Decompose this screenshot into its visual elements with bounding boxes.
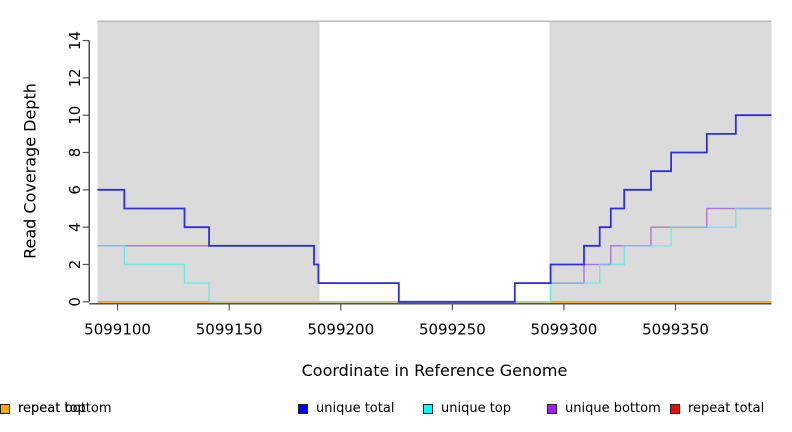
legend-label-unique-bottom: unique bottom xyxy=(565,401,661,416)
legend-swatch-unique-top xyxy=(423,403,433,414)
legend-label-repeat-bottom: repeat bottom xyxy=(18,401,112,416)
legend-label-unique-top: unique top xyxy=(441,401,512,416)
legend-label-repeat-top: repeat top xyxy=(18,401,86,416)
legend-swatch-repeat-bottom xyxy=(0,403,10,414)
y-tick-label: 10 xyxy=(66,106,84,125)
x-tick-label: 5099350 xyxy=(642,321,709,339)
legend-item-repeat-total: repeat total xyxy=(670,401,764,416)
legend-label-repeat-total: repeat total xyxy=(688,401,765,416)
y-axis-title: Read Coverage Depth xyxy=(20,83,40,259)
x-tick-label: 5099100 xyxy=(84,321,151,339)
legend-item-unique-bottom: unique bottom xyxy=(547,401,661,416)
y-tick-label: 14 xyxy=(66,31,84,50)
x-tick-label: 5099250 xyxy=(419,321,486,339)
x-tick-label: 5099200 xyxy=(307,321,374,339)
series-unique-top-line xyxy=(97,245,210,302)
legend-item-unique-total: unique total xyxy=(298,401,394,416)
series-unique-total-line xyxy=(97,114,772,303)
y-tick-label: 0 xyxy=(66,297,84,307)
shaded-region-left xyxy=(97,21,320,303)
plot-top-border xyxy=(97,20,772,22)
legend-swatch-unique-bottom xyxy=(547,403,557,414)
y-tick-label: 12 xyxy=(66,68,84,87)
legend-swatch-repeat-total xyxy=(670,403,680,414)
y-tick-label: 4 xyxy=(66,222,84,232)
legend-swatch-unique-total xyxy=(298,403,308,414)
shaded-region-right xyxy=(549,21,772,303)
legend-item-unique-top: unique top xyxy=(423,401,511,416)
legend-item-repeat-bottom: repeat bottom xyxy=(0,401,112,416)
legend-label-unique-total: unique total xyxy=(316,401,395,416)
x-axis-title: Coordinate in Reference Genome xyxy=(301,361,568,380)
y-tick-label: 6 xyxy=(66,185,84,195)
y-tick-label: 2 xyxy=(66,260,84,270)
y-tick-label: 8 xyxy=(66,148,84,158)
x-tick-label: 5099150 xyxy=(196,321,263,339)
x-tick-label: 5099300 xyxy=(531,321,598,339)
